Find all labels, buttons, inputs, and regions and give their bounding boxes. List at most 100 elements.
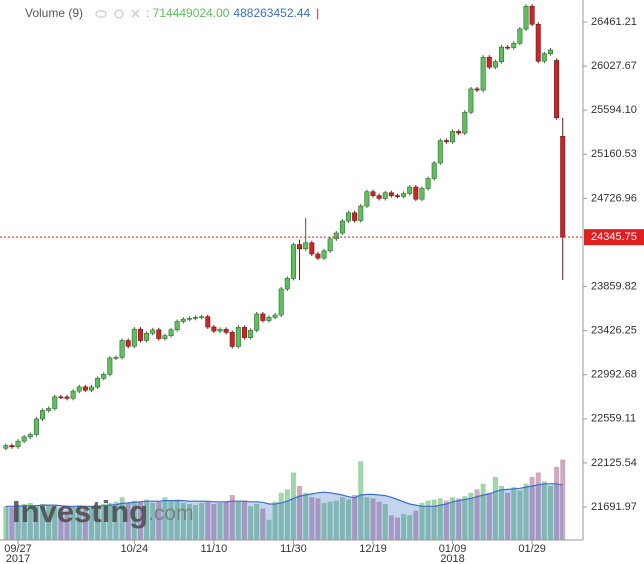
candle-body	[131, 328, 137, 347]
candle-body	[541, 53, 547, 62]
candle-body	[401, 193, 407, 197]
legend-colon: :	[146, 6, 153, 20]
volume-bar	[437, 498, 443, 540]
legend-ma-value: 488263452.44	[233, 6, 310, 20]
volume-bar	[254, 504, 260, 540]
candle-body	[21, 436, 27, 442]
volume-bar	[511, 487, 517, 540]
volume-bar	[168, 500, 174, 540]
candle-body	[468, 88, 474, 113]
candle-body	[333, 232, 339, 240]
candle-body	[137, 328, 143, 341]
candle-body	[40, 410, 46, 420]
candle-body	[278, 288, 284, 316]
volume-bar	[21, 504, 27, 540]
volume-bar	[456, 498, 462, 540]
volume-bar	[309, 497, 315, 540]
watermark: Investing.com	[12, 494, 194, 529]
candle-body	[95, 378, 101, 388]
candle-body	[474, 88, 480, 91]
volume-bar	[541, 481, 547, 540]
close-icon[interactable]	[131, 9, 140, 18]
volume-bar	[468, 492, 474, 540]
volume-bar	[407, 515, 413, 540]
candle-body	[547, 49, 553, 55]
last-price-box	[584, 229, 644, 246]
volume-bar	[162, 497, 168, 540]
x-tick-label: 09/27	[4, 543, 32, 555]
x-tick-label: 11/10	[201, 543, 228, 555]
candle-body	[27, 434, 33, 438]
volume-bar	[3, 506, 9, 540]
candle-body	[248, 329, 254, 338]
volume-bar	[205, 501, 211, 540]
volume-bar	[46, 505, 52, 540]
volume-bar	[346, 499, 352, 540]
x-tick-label: 11/30	[280, 543, 307, 555]
candle-body	[511, 42, 517, 48]
candle-body	[505, 46, 511, 49]
volume-bar	[358, 461, 364, 540]
candle-body	[235, 327, 241, 347]
volume-bar	[499, 486, 505, 540]
candle-layer	[3, 4, 566, 451]
y-tick-label: 23859.82	[591, 280, 637, 292]
volume-bar	[278, 492, 284, 540]
volume-bar	[333, 500, 339, 540]
legend-name: Volume (9)	[25, 6, 83, 20]
candle-body	[346, 212, 352, 222]
candle-body	[352, 212, 358, 221]
candle-body	[486, 56, 492, 68]
candle-body	[254, 313, 260, 331]
volume-bar	[223, 501, 229, 540]
candle-body	[217, 329, 223, 332]
legend-separator: |	[316, 6, 319, 20]
volume-bar	[235, 501, 241, 540]
candle-body	[272, 314, 278, 318]
y-tick-label: 22992.68	[591, 369, 637, 381]
volume-bar	[431, 499, 437, 540]
candle-body	[119, 340, 125, 358]
volume-bar	[492, 477, 498, 540]
candle-body	[33, 418, 39, 435]
candle-body	[168, 329, 174, 336]
volume-bar	[217, 502, 223, 540]
candle-body	[297, 244, 303, 250]
legend-volume-value: 714449024.00	[153, 6, 230, 20]
candle-body	[58, 396, 64, 399]
candle-body	[327, 238, 333, 252]
candle-body	[76, 386, 82, 392]
candle-body	[266, 317, 272, 321]
candle-body	[101, 373, 107, 379]
candle-body	[456, 131, 462, 134]
y-tick-label: 22559.11	[591, 413, 636, 425]
candle-body	[315, 253, 321, 259]
legend-icons	[95, 9, 140, 19]
volume-bar	[315, 498, 321, 540]
candle-body	[382, 192, 388, 199]
settings-icon[interactable]	[114, 9, 124, 19]
candle-body	[450, 131, 456, 143]
watermark-suffix: .com	[148, 502, 194, 525]
volume-bar	[40, 504, 46, 540]
volume-bar	[199, 502, 205, 540]
candle-body	[358, 205, 364, 221]
volume-bar	[529, 477, 535, 540]
volume-bar	[33, 506, 39, 540]
candle-body	[113, 357, 119, 359]
volume-bar	[388, 515, 394, 540]
volume-bar	[95, 505, 101, 540]
volume-bar	[535, 472, 541, 540]
volume-bar	[480, 483, 486, 540]
candle-body	[309, 242, 315, 255]
y-tick-label: 26461.21	[591, 16, 637, 28]
candle-body	[156, 329, 162, 339]
volume-bar	[70, 506, 76, 540]
volume-bar	[419, 502, 425, 540]
volume-bar	[425, 500, 431, 540]
candle-body	[107, 357, 113, 375]
eye-icon[interactable]	[95, 10, 107, 18]
candle-body	[462, 111, 468, 134]
candle-body	[407, 186, 413, 194]
candle-body	[211, 326, 217, 332]
